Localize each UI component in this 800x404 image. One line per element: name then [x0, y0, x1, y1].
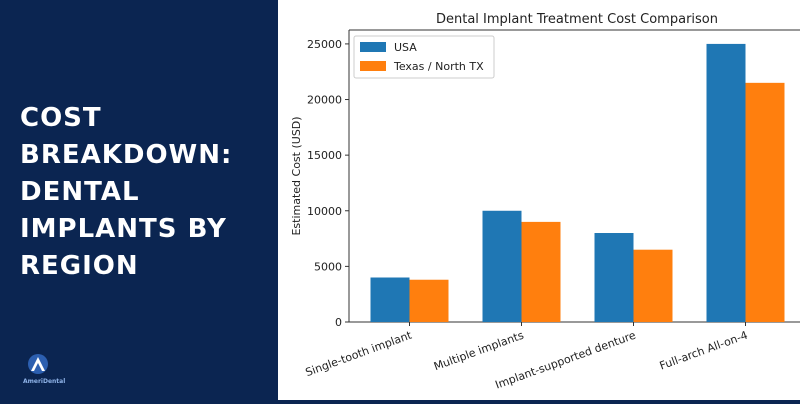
legend-label: USA: [394, 41, 417, 54]
y-tick-label: 25000: [307, 38, 342, 51]
tooth-logo-icon: [28, 354, 48, 374]
headline-line: COST: [20, 103, 102, 133]
y-tick-label: 5000: [314, 260, 342, 273]
legend-label: Texas / North TX: [393, 60, 484, 73]
chart-panel: Dental Implant Treatment Cost Comparison…: [278, 0, 800, 400]
x-tick-label: Multiple implants: [432, 329, 526, 374]
y-tick-label: 20000: [307, 94, 342, 107]
bar-texas: [745, 82, 785, 322]
headline-line: BREAKDOWN:: [20, 140, 233, 170]
logo-wordmark: AmeriDental: [23, 378, 66, 385]
headline: COST BREAKDOWN: DENTAL IMPLANTS BY REGIO…: [20, 100, 270, 285]
left-panel: COST BREAKDOWN: DENTAL IMPLANTS BY REGIO…: [0, 0, 278, 400]
brand-logo: AmeriDental: [18, 352, 88, 392]
headline-line: DENTAL: [20, 177, 140, 207]
plot-area: 0 5000 10000 15000 20000 25000 Single-tooth im…: [304, 29, 800, 392]
bar-texas: [633, 249, 673, 322]
bar-texas: [521, 221, 561, 322]
headline-line: REGION: [20, 251, 139, 281]
y-tick-label: 0: [335, 316, 342, 329]
bar-chart: Dental Implant Treatment Cost Comparison…: [290, 12, 800, 392]
legend-swatch: [360, 42, 386, 52]
bar-usa: [706, 43, 746, 323]
y-axis-label: Estimated Cost (USD): [290, 116, 303, 235]
x-tick-label: Full-arch All-on-4: [658, 329, 750, 373]
bar-usa: [594, 233, 634, 322]
legend-swatch: [360, 61, 386, 71]
headline-line: IMPLANTS BY: [20, 214, 227, 244]
bar-usa: [370, 277, 410, 322]
bar-usa: [482, 210, 522, 322]
y-tick-label: 10000: [307, 205, 342, 218]
legend-box: [353, 35, 495, 79]
y-tick-label: 15000: [307, 149, 342, 162]
bar-texas: [409, 279, 449, 322]
x-tick-label: Single-tooth implant: [304, 328, 415, 379]
chart-title: Dental Implant Treatment Cost Comparison: [436, 12, 718, 27]
